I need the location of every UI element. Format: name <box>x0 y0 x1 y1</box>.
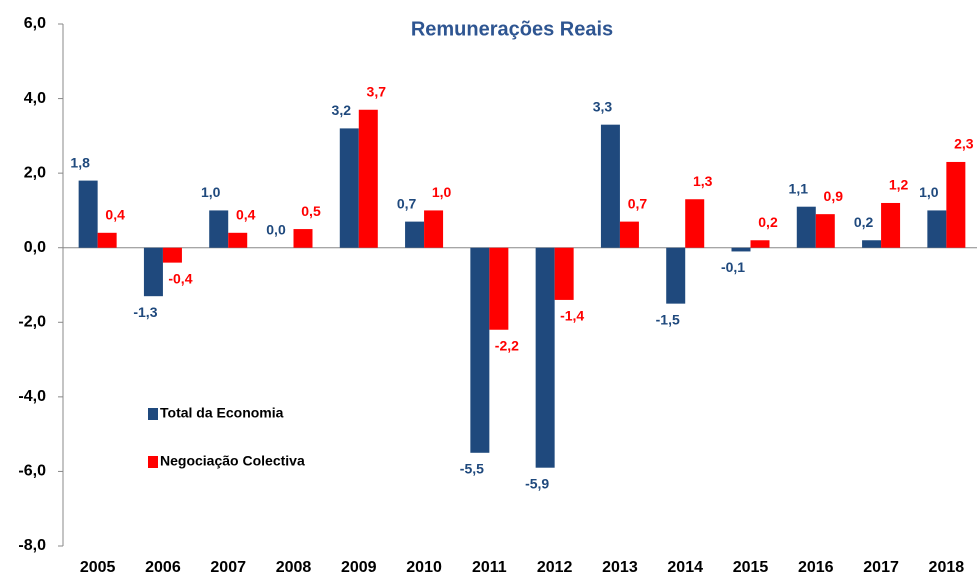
bar <box>228 232 248 248</box>
value-label: 1,0 <box>201 184 221 200</box>
bar <box>619 221 639 248</box>
bar <box>881 202 901 248</box>
y-tick-label: 4,0 <box>24 90 46 107</box>
bar <box>358 109 378 248</box>
value-label: 0,5 <box>301 203 321 219</box>
y-tick-label: 2,0 <box>24 164 46 181</box>
value-label: 0,7 <box>397 195 417 211</box>
bar <box>293 229 313 248</box>
value-label: 0,4 <box>105 207 125 223</box>
x-tick-label: 2015 <box>733 559 769 576</box>
x-tick-label: 2013 <box>602 559 638 576</box>
bar <box>862 240 882 248</box>
value-label: -5,5 <box>460 460 484 476</box>
bar <box>946 161 966 248</box>
bar <box>470 247 490 453</box>
legend-swatch <box>148 456 158 468</box>
y-tick-label: -6,0 <box>18 463 46 480</box>
legend-label: Negociação Colectiva <box>160 453 305 469</box>
x-tick-label: 2016 <box>798 559 834 576</box>
bar <box>750 240 770 248</box>
value-label: 3,3 <box>593 98 613 114</box>
x-tick-label: 2006 <box>145 559 181 576</box>
y-tick-label: -2,0 <box>18 314 46 331</box>
y-tick-label: 0,0 <box>24 239 46 256</box>
bar <box>78 180 98 248</box>
x-tick-label: 2008 <box>276 559 312 576</box>
value-label: 1,1 <box>789 180 809 196</box>
bar <box>339 128 359 248</box>
value-label: -0,4 <box>168 270 192 286</box>
legend-swatch <box>148 408 158 420</box>
x-tick-label: 2007 <box>210 559 246 576</box>
bar <box>666 247 686 304</box>
value-label: 2,3 <box>954 136 974 152</box>
bar <box>731 247 751 252</box>
bar <box>143 247 163 297</box>
bar <box>424 210 444 248</box>
bar <box>535 247 555 468</box>
value-label: -1,5 <box>656 311 680 327</box>
x-tick-label: 2009 <box>341 559 377 576</box>
value-label: -5,9 <box>525 475 549 491</box>
value-label: 1,8 <box>70 154 90 170</box>
bar <box>97 232 117 248</box>
bar <box>685 199 705 248</box>
bar <box>554 247 574 300</box>
y-tick-label: 6,0 <box>24 15 46 32</box>
value-label: 1,0 <box>432 184 452 200</box>
value-label: 1,3 <box>693 173 713 189</box>
bar <box>405 221 425 248</box>
value-label: -1,4 <box>560 308 584 324</box>
value-label: -0,1 <box>721 259 745 275</box>
value-label: 3,7 <box>367 83 387 99</box>
bar <box>209 210 229 248</box>
bar <box>489 247 509 330</box>
value-label: 0,2 <box>758 214 778 230</box>
x-tick-label: 2010 <box>406 559 442 576</box>
value-label: 0,2 <box>854 214 874 230</box>
x-tick-label: 2018 <box>929 559 965 576</box>
x-tick-label: 2017 <box>863 559 899 576</box>
bar <box>600 124 620 248</box>
y-tick-label: -4,0 <box>18 388 46 405</box>
value-label: 0,9 <box>824 188 844 204</box>
value-label: 3,2 <box>332 102 352 118</box>
bar <box>162 247 182 263</box>
value-label: 1,2 <box>889 177 909 193</box>
value-label: 1,0 <box>919 184 939 200</box>
chart-title: Remunerações Reais <box>411 18 613 40</box>
value-label: -2,2 <box>495 337 519 353</box>
x-tick-label: 2014 <box>667 559 703 576</box>
value-label: 0,7 <box>628 195 648 211</box>
y-tick-label: -8,0 <box>18 537 46 554</box>
value-label: -1,3 <box>133 304 157 320</box>
bar <box>796 206 816 248</box>
x-tick-label: 2012 <box>537 559 573 576</box>
value-label: 0,0 <box>266 221 286 237</box>
bar <box>815 214 835 248</box>
x-tick-label: 2011 <box>472 559 507 576</box>
bar <box>927 210 947 248</box>
legend-label: Total da Economia <box>160 405 284 421</box>
x-tick-label: 2005 <box>80 559 116 576</box>
value-label: 0,4 <box>236 207 256 223</box>
